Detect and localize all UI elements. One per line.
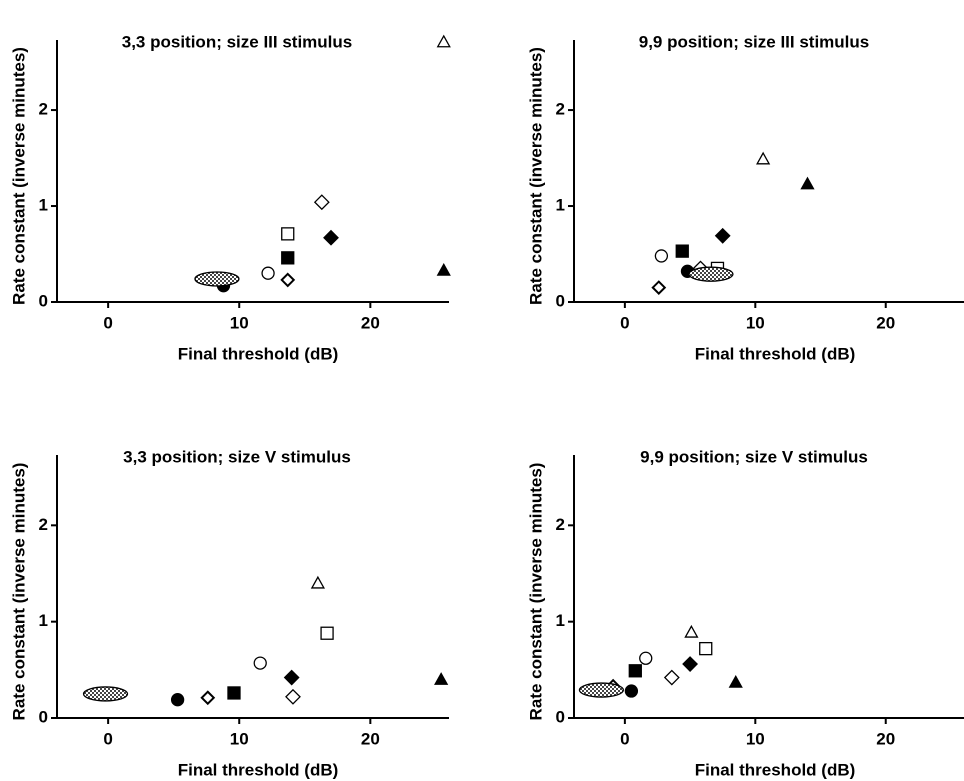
data-point [281, 251, 295, 265]
y-tick-label: 2 [39, 515, 48, 534]
data-point [281, 227, 295, 241]
data-point [313, 194, 330, 211]
y-tick-label: 1 [556, 611, 565, 630]
data-point [628, 664, 642, 678]
data-point [285, 688, 301, 705]
y-tick-label: 0 [39, 291, 48, 310]
x-axis-label: Final threshold (dB) [695, 760, 856, 779]
y-tick-label: 1 [39, 611, 48, 630]
chart-title: 9,9 position; size V stimulus [640, 447, 868, 466]
data-point [714, 227, 731, 244]
x-axis-label: Final threshold (dB) [178, 760, 339, 779]
y-tick-label: 1 [39, 196, 48, 215]
data-point [756, 151, 771, 165]
data-point [624, 684, 639, 698]
y-tick-label: 0 [556, 707, 565, 726]
x-tick-label: 10 [230, 313, 249, 332]
data-region [82, 686, 129, 702]
y-axis-label: Rate constant (inverse minutes) [526, 463, 545, 721]
data-point [170, 693, 185, 707]
y-axis-label: Rate constant (inverse minutes) [9, 47, 28, 305]
data-point [261, 266, 275, 280]
y-tick-label: 1 [556, 196, 565, 215]
data-point [253, 656, 267, 670]
data-region [688, 266, 734, 282]
y-tick-label: 0 [39, 707, 48, 726]
x-tick-label: 20 [876, 313, 895, 332]
data-point [227, 686, 241, 700]
data-point [200, 690, 216, 706]
data-point [682, 656, 699, 672]
data-region [578, 682, 625, 698]
x-tick-label: 20 [361, 313, 380, 332]
x-tick-label: 0 [103, 313, 112, 332]
data-point [651, 280, 667, 296]
data-region [194, 271, 240, 287]
data-point [323, 229, 339, 246]
x-tick-label: 20 [361, 729, 380, 748]
data-point [699, 641, 713, 656]
data-point [434, 672, 449, 685]
data-point [663, 669, 680, 686]
x-tick-label: 0 [620, 313, 629, 332]
chart-title: 3,3 position; size V stimulus [123, 447, 351, 466]
data-point [283, 669, 300, 686]
data-point [684, 624, 699, 638]
y-axis-label: Rate constant (inverse minutes) [9, 463, 28, 721]
x-tick-label: 20 [876, 729, 895, 748]
data-point [639, 651, 653, 665]
x-tick-label: 0 [620, 729, 629, 748]
chart-title: 3,3 position; size III stimulus [122, 32, 353, 51]
y-tick-label: 2 [556, 515, 565, 534]
x-tick-label: 10 [746, 729, 765, 748]
data-point [436, 34, 451, 48]
data-point [436, 262, 451, 276]
y-tick-label: 2 [39, 100, 48, 119]
x-tick-label: 10 [746, 313, 765, 332]
chart-title: 9,9 position; size III stimulus [639, 32, 870, 51]
data-point [800, 176, 815, 190]
data-point [675, 244, 689, 258]
x-tick-label: 10 [230, 729, 249, 748]
x-axis-label: Final threshold (dB) [178, 344, 339, 363]
data-point [310, 575, 326, 589]
data-point [654, 249, 669, 263]
data-point [320, 626, 334, 640]
data-point [280, 272, 296, 288]
x-tick-label: 0 [103, 729, 112, 748]
y-tick-label: 2 [556, 100, 565, 119]
y-axis-label: Rate constant (inverse minutes) [526, 47, 545, 305]
y-tick-label: 0 [556, 291, 565, 310]
data-point [728, 675, 743, 688]
x-axis-label: Final threshold (dB) [695, 344, 856, 363]
